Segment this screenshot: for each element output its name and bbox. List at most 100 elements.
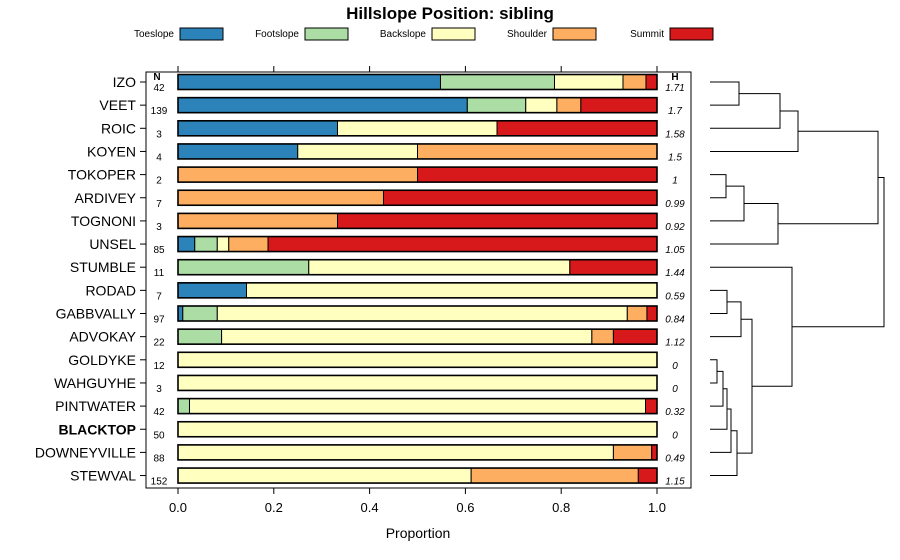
category-label-izo: IZO xyxy=(113,74,136,90)
category-label-unsel: UNSEL xyxy=(89,236,136,252)
n-value-unsel: 85 xyxy=(153,245,165,256)
h-value-tognoni: 0.92 xyxy=(665,222,685,233)
legend-swatch-summit xyxy=(669,27,714,41)
h-value-roic: 1.58 xyxy=(665,129,685,140)
x-tick-label: 0.4 xyxy=(361,500,379,515)
h-value-wahguyhe: 0 xyxy=(672,384,678,395)
legend-swatch-toeslope xyxy=(179,27,224,41)
category-label-ardivey: ARDIVEY xyxy=(75,190,137,206)
legend-label-shoulder: Shoulder xyxy=(507,29,548,40)
n-value-rodad: 7 xyxy=(156,291,162,302)
bar-outline-pintwater xyxy=(177,397,658,415)
chart-title: Hillslope Position: sibling xyxy=(346,4,554,23)
bar-outline-stewval xyxy=(177,467,658,484)
bar-izo-toeslope xyxy=(177,74,441,90)
bar-veet-backslope xyxy=(525,97,558,114)
bar-outline-tokoper xyxy=(177,166,658,183)
bar-pintwater-footslope xyxy=(177,398,190,415)
bar-outline-blacktop xyxy=(177,420,658,438)
bar-tokoper-shoulder xyxy=(177,166,418,183)
dendro-merge-downeyville xyxy=(710,408,732,453)
dendro-merge-lower xyxy=(737,318,753,454)
n-value-izo: 42 xyxy=(153,83,165,94)
dendro-merge-advokay xyxy=(710,301,742,338)
dendro-merge-blacktop xyxy=(710,388,728,430)
bar-koyen-shoulder xyxy=(417,143,658,160)
legend-swatch-backslope xyxy=(431,27,476,41)
n-value-wahguyhe: 3 xyxy=(156,384,162,395)
legend-label-backslope: Backslope xyxy=(380,29,427,40)
bar-downeyville-backslope xyxy=(177,444,614,461)
category-label-pintwater: PINTWATER xyxy=(55,398,136,414)
bar-stumble-footslope xyxy=(177,259,310,276)
bar-downeyville-shoulder xyxy=(612,444,653,461)
n-value-stewval: 152 xyxy=(151,477,168,488)
n-value-pintwater: 42 xyxy=(153,407,165,418)
h-value-downeyville: 0.49 xyxy=(665,453,685,464)
bar-stumble-summit xyxy=(569,259,658,276)
bar-gabbvally-footslope xyxy=(182,305,218,322)
bar-veet-shoulder xyxy=(556,97,582,114)
x-tick-label: 0.0 xyxy=(169,500,187,515)
n-value-veet: 139 xyxy=(151,106,168,117)
bar-outline-unsel xyxy=(177,235,658,253)
bar-izo-shoulder xyxy=(622,74,647,90)
dendrogram xyxy=(710,81,885,477)
bar-roic-summit xyxy=(496,120,658,137)
bar-tognoni-shoulder xyxy=(177,212,339,229)
category-label-rodad: RODAD xyxy=(85,282,136,298)
dendro-merge-stumble xyxy=(710,266,793,387)
category-label-blacktop: BLACKTOP xyxy=(58,421,136,437)
bar-rodad-toeslope xyxy=(177,282,247,299)
bar-izo-summit xyxy=(645,74,658,90)
bar-veet-summit xyxy=(580,97,658,114)
h-value-koyen: 1.5 xyxy=(668,152,682,163)
n-value-tokoper: 2 xyxy=(156,176,162,187)
bar-pintwater-backslope xyxy=(188,398,647,415)
h-value-blacktop: 0 xyxy=(672,430,678,441)
category-label-wahguyhe: WAHGUYHE xyxy=(54,375,136,391)
h-value-izo: 1.71 xyxy=(665,83,684,94)
bar-stewval-summit xyxy=(637,467,658,484)
h-value-stewval: 1.15 xyxy=(665,477,685,488)
bar-outline-koyen xyxy=(177,143,658,160)
bar-advokay-shoulder xyxy=(591,328,614,345)
category-label-stewval: STEWVAL xyxy=(70,468,136,484)
bar-veet-toeslope xyxy=(177,97,468,114)
bar-koyen-toeslope xyxy=(177,143,299,160)
dendro-merge-rodad-gabbvally xyxy=(710,289,728,314)
h-value-rodad: 0.59 xyxy=(665,291,685,302)
legend-swatch-footslope xyxy=(304,27,349,41)
dendro-merge-stewval xyxy=(710,430,738,477)
bar-unsel-footslope xyxy=(194,236,218,253)
x-tick-label: 1.0 xyxy=(648,500,666,515)
bar-ardivey-summit xyxy=(382,189,658,206)
plot-frame xyxy=(145,71,692,489)
dendro-merge-goldyke-wahguyhe xyxy=(710,359,718,384)
h-value-stumble: 1.44 xyxy=(665,268,685,279)
h-value-ardivey: 0.99 xyxy=(665,199,685,210)
dendro-merge-izo-veet xyxy=(710,81,740,106)
bar-pintwater-summit xyxy=(645,398,658,415)
bar-outline-rodad xyxy=(177,282,658,299)
bar-outline-izo xyxy=(177,73,658,91)
category-label-tokoper: TOKOPER xyxy=(68,167,136,183)
h-value-unsel: 1.05 xyxy=(665,245,685,256)
bar-stewval-shoulder xyxy=(470,467,639,484)
bar-tokoper-summit xyxy=(417,166,658,183)
n-value-koyen: 4 xyxy=(156,152,162,163)
bar-unsel-shoulder xyxy=(228,236,269,253)
bar-outline-stumble xyxy=(177,258,658,276)
bar-koyen-backslope xyxy=(297,143,418,160)
bar-goldyke-backslope xyxy=(177,351,658,368)
bar-wahguyhe-backslope xyxy=(177,374,658,391)
bar-unsel-backslope xyxy=(216,236,230,253)
dendro-merge-tognoni xyxy=(710,185,745,222)
n-header: N xyxy=(153,72,160,83)
n-value-ardivey: 7 xyxy=(156,199,162,210)
x-axis-label: Proportion xyxy=(386,525,451,541)
n-value-roic: 3 xyxy=(156,129,162,140)
bar-gabbvally-shoulder xyxy=(626,305,648,322)
n-value-advokay: 22 xyxy=(153,338,165,349)
